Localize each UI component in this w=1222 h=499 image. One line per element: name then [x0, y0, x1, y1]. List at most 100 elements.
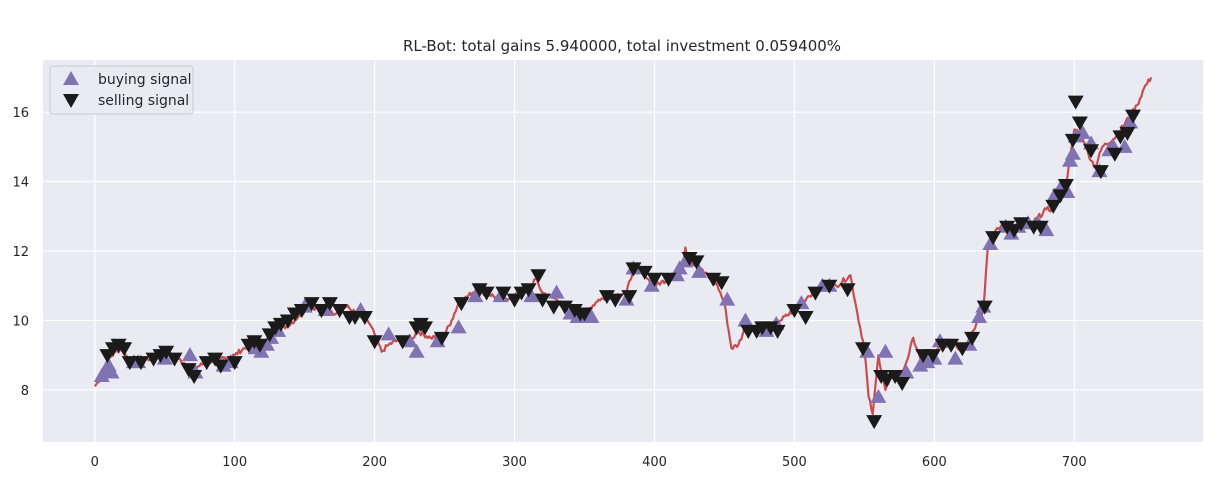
sell-marker	[1013, 217, 1030, 232]
sell-marker	[198, 356, 215, 371]
x-tick-label: 200	[362, 455, 387, 470]
sell-marker	[786, 304, 803, 319]
sell-marker	[688, 255, 705, 270]
sell-marker	[293, 304, 310, 319]
buy-marker	[971, 308, 988, 323]
buy-marker	[408, 343, 425, 358]
legend-buy-label: buying signal	[98, 72, 192, 88]
buy-marker	[982, 236, 999, 251]
sell-marker	[769, 324, 786, 339]
y-tick-label: 10	[12, 314, 29, 329]
buy-marker	[947, 350, 964, 365]
sell-marker	[878, 373, 895, 388]
buy-marker	[1122, 114, 1139, 129]
sell-marker	[807, 286, 824, 301]
sell-marker	[212, 359, 229, 374]
sell-marker	[279, 314, 296, 329]
buy-marker	[1064, 145, 1081, 160]
x-tick-label: 600	[922, 455, 947, 470]
sell-marker	[1092, 165, 1109, 180]
sell-markers	[99, 95, 1142, 430]
sell-marker	[894, 376, 911, 391]
x-tick-label: 300	[502, 455, 527, 470]
sell-marker	[660, 272, 677, 287]
buy-marker	[523, 288, 540, 303]
sell-marker	[166, 352, 183, 367]
legend-sell-label: selling signal	[98, 93, 189, 109]
sell-marker	[303, 297, 320, 312]
sell-marker	[976, 300, 993, 315]
sell-marker	[132, 356, 149, 371]
sell-marker	[964, 331, 981, 346]
sell-marker	[321, 297, 338, 312]
sell-marker	[954, 342, 971, 357]
sell-marker	[797, 310, 814, 325]
buy-marker	[181, 347, 198, 362]
sell-marker	[866, 415, 883, 430]
sell-marker	[226, 356, 243, 371]
sell-marker	[1045, 199, 1062, 214]
buy-marker	[467, 288, 484, 303]
sell-marker	[356, 310, 373, 325]
legend: buying signal selling signal	[49, 65, 194, 115]
buy-marker	[450, 319, 467, 334]
sell-marker	[453, 297, 470, 312]
x-tick-label: 0	[91, 455, 99, 470]
y-tick-label: 12	[12, 245, 29, 260]
sell-marker	[1032, 220, 1049, 235]
sell-marker	[158, 345, 175, 360]
sell-marker	[854, 342, 871, 357]
sell-marker	[417, 321, 434, 336]
x-tick-label: 700	[1062, 455, 1087, 470]
buy-marker	[719, 291, 736, 306]
sell-marker	[478, 286, 495, 301]
buy-marker	[1038, 222, 1055, 237]
buy-marker	[103, 364, 120, 379]
legend-buy-marker	[63, 71, 79, 85]
buy-marker	[870, 388, 887, 403]
y-tick-label: 14	[12, 176, 29, 191]
buy-marker	[737, 312, 754, 327]
sell-marker	[186, 370, 203, 385]
sell-marker	[313, 304, 330, 319]
sell-marker	[394, 335, 411, 350]
buy-marker	[548, 284, 565, 299]
sell-marker	[1106, 147, 1123, 162]
buy-marker	[643, 277, 660, 292]
grid	[43, 60, 1203, 442]
sell-marker	[621, 290, 638, 305]
buy-marker	[691, 263, 708, 278]
y-tick-label: 8	[21, 384, 29, 399]
sell-marker	[366, 335, 383, 350]
sell-marker	[576, 307, 593, 322]
sell-marker	[636, 265, 653, 280]
sell-marker	[251, 338, 268, 353]
buy-marker	[380, 326, 397, 341]
sell-marker	[985, 231, 1002, 246]
sell-marker	[530, 269, 547, 284]
y-tick-label: 16	[12, 106, 29, 121]
chart-title: RL-Bot: total gains 5.940000, total inve…	[403, 37, 841, 55]
y-axis: 8 10 12 14 16	[12, 106, 29, 399]
legend-box	[49, 65, 194, 115]
legend-sell-marker	[63, 94, 79, 108]
sell-marker	[121, 356, 138, 371]
sell-marker	[1006, 224, 1023, 239]
sell-marker	[116, 342, 133, 357]
sell-marker	[1083, 144, 1100, 159]
sell-marker	[1125, 109, 1142, 124]
sell-marker	[607, 293, 624, 308]
sell-marker	[534, 293, 551, 308]
x-tick-label: 400	[642, 455, 667, 470]
sell-marker	[506, 293, 523, 308]
sell-marker	[924, 349, 941, 364]
sell-marker	[1119, 126, 1136, 141]
sell-marker	[495, 286, 512, 301]
sell-marker	[839, 283, 856, 298]
sell-marker	[821, 279, 838, 294]
x-tick-label: 100	[222, 455, 247, 470]
x-tick-label: 500	[782, 455, 807, 470]
sell-marker	[433, 331, 450, 346]
buy-marker	[877, 343, 894, 358]
